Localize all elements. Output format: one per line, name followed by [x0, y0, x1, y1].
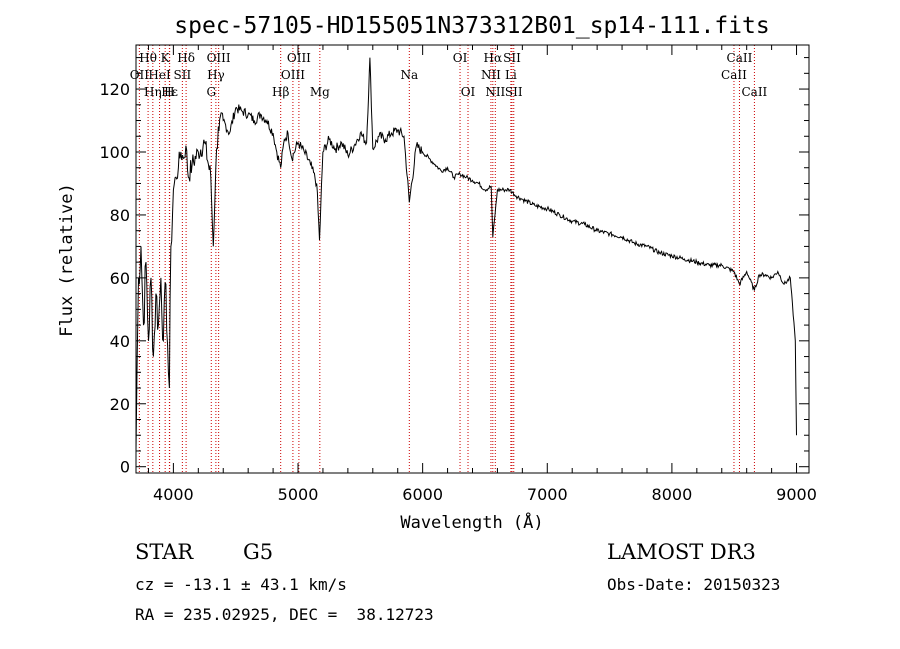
line-label: Li: [505, 68, 517, 82]
line-label: OII: [130, 68, 150, 82]
line-label: CaII: [727, 51, 753, 65]
line-label: Hε: [161, 85, 178, 99]
line-label: Na: [400, 68, 418, 82]
line-label: SII: [503, 51, 521, 65]
object-class: STAR: [135, 540, 194, 564]
line-label: OI: [461, 85, 476, 99]
x-tick-label: 8000: [652, 485, 693, 504]
line-label: OIII: [207, 51, 231, 65]
line-label: Hδ: [177, 51, 195, 65]
line-label: K: [161, 51, 171, 65]
line-label: NII: [481, 68, 501, 82]
x-tick-label: 9000: [776, 485, 817, 504]
y-tick-label: 80: [110, 206, 130, 225]
y-tick-label: 100: [99, 143, 130, 162]
chart-title: spec-57105-HD155051N373312B01_sp14-111.f…: [174, 13, 769, 39]
emission-line-markers: [138, 45, 755, 473]
line-label: CaII: [741, 85, 767, 99]
line-label: HeI: [148, 68, 171, 82]
spectrum-line: [135, 57, 797, 452]
x-tick-label: 7000: [527, 485, 568, 504]
x-axis: 4000 5000 6000 7000 8000 9000: [147, 45, 817, 504]
line-label: G: [206, 85, 216, 99]
y-tick-label: 120: [99, 80, 130, 99]
spectrum-series: [135, 57, 797, 452]
line-label: Hα: [484, 51, 503, 65]
line-label: OIII: [281, 68, 305, 82]
line-label: Hθ: [139, 51, 157, 65]
y-tick-label: 0: [120, 458, 130, 477]
line-label: H: [164, 85, 174, 99]
line-label: NII: [485, 85, 505, 99]
line-label: CaII: [721, 68, 747, 82]
x-tick-label: 4000: [153, 485, 194, 504]
coordinates: RA = 235.02925, DEC = 38.12723: [135, 605, 434, 624]
y-tick-label: 60: [110, 269, 130, 288]
x-tick-label: 6000: [402, 485, 443, 504]
x-tick-label: 5000: [278, 485, 319, 504]
y-axis: 0 20 40 60 80 100 120: [99, 57, 809, 477]
line-label: Hγ: [207, 68, 225, 82]
y-tick-label: 20: [110, 395, 130, 414]
x-axis-label: Wavelength (Å): [400, 511, 543, 533]
line-label: Hβ: [272, 85, 289, 99]
redshift-value: cz = -13.1 ± 43.1 km/s: [135, 575, 347, 594]
line-label: SII: [174, 68, 192, 82]
line-label: SII: [505, 85, 523, 99]
y-tick-label: 40: [110, 332, 130, 351]
spectral-subclass: G5: [243, 540, 274, 564]
line-label: OI: [453, 51, 468, 65]
line-label: Mg: [310, 85, 330, 99]
line-label: OIII: [287, 51, 311, 65]
survey-name: LAMOST DR3: [607, 540, 756, 564]
line-label: Hη: [144, 85, 162, 99]
y-axis-label: Flux (relative): [57, 183, 77, 337]
obs-date: Obs-Date: 20150323: [607, 575, 781, 594]
